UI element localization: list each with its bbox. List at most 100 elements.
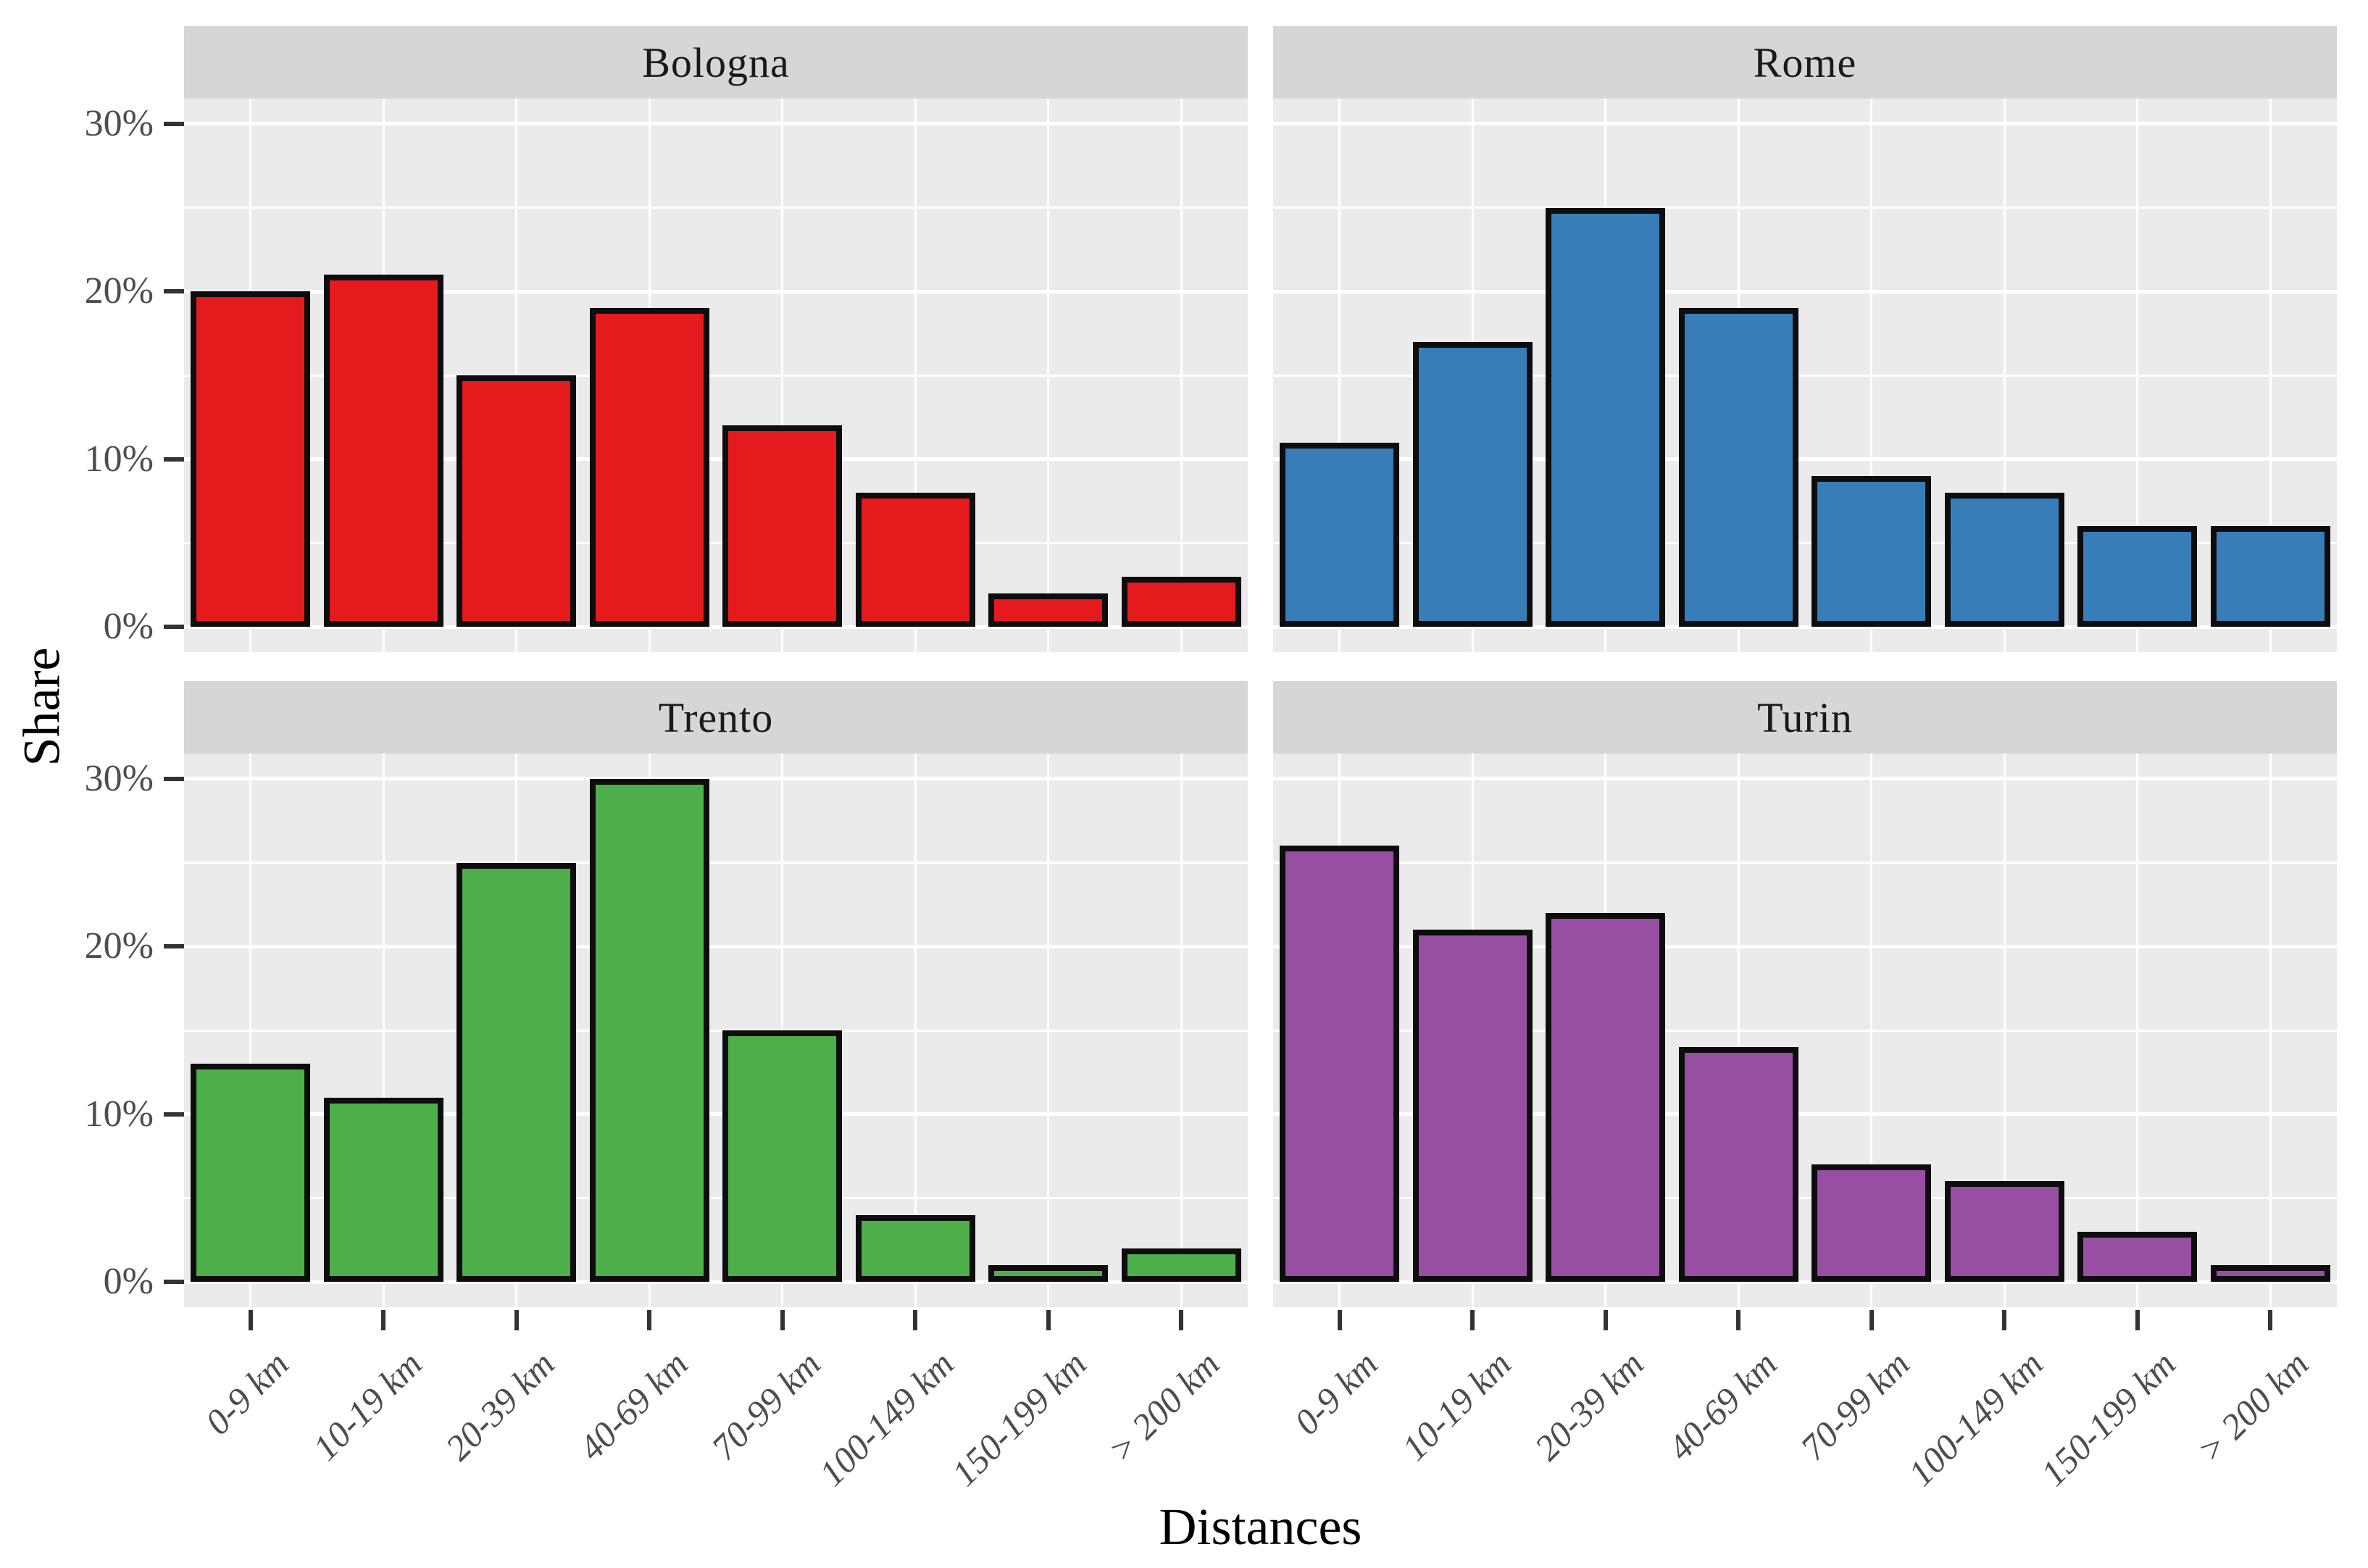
bar-trento-10-19 km	[323, 1097, 443, 1283]
y-axis-title: Share	[12, 647, 71, 767]
strip-label: Trento	[658, 693, 774, 741]
gridline-minor	[1273, 861, 2337, 864]
y-tick-label: 10%	[84, 1093, 154, 1135]
y-tick-mark	[164, 944, 184, 949]
facet-strip-trento: Trento	[184, 681, 1248, 754]
bar-turin-70-99 km	[1812, 1164, 1932, 1283]
x-tick-mark	[1179, 1310, 1184, 1330]
x-tick-label-text: > 200 km	[1100, 1343, 1227, 1471]
gridline-vertical	[1737, 754, 1740, 1307]
x-tick-label-text: 100-149 km	[811, 1343, 962, 1494]
x-tick-mark	[1869, 1310, 1874, 1330]
strip-label: Turin	[1757, 693, 1853, 741]
bar-rome-100-149 km	[1944, 493, 2064, 627]
x-tick-label-text: 150-199 km	[2033, 1343, 2184, 1494]
x-tick-label-text: 100-149 km	[1900, 1343, 2051, 1494]
bar-bologna-40-69 km	[589, 308, 709, 627]
gridline-vertical	[914, 99, 917, 652]
gridline-vertical	[2136, 99, 2139, 652]
gridline-vertical	[781, 99, 784, 652]
x-tick-label-text: 70-99 km	[704, 1343, 829, 1469]
x-tick-label-text: 20-39 km	[438, 1343, 563, 1469]
gridline-minor	[184, 1029, 1248, 1032]
bar-bologna-70-99 km	[722, 425, 843, 627]
gridline-vertical	[2269, 99, 2272, 652]
gridline-vertical	[1870, 99, 1873, 652]
bar-bologna-> 200 km	[1121, 576, 1241, 627]
y-tick-mark	[164, 776, 184, 781]
x-tick-label-text: 0-9 km	[1286, 1343, 1386, 1443]
strip-label: Rome	[1753, 38, 1857, 86]
bar-turin-150-199 km	[2077, 1231, 2198, 1283]
gridline-vertical	[1047, 99, 1050, 652]
x-tick-label-text: 40-69 km	[570, 1343, 696, 1469]
gridline-major	[1273, 777, 2337, 781]
x-tick-mark	[1470, 1310, 1475, 1330]
gridline-major	[1273, 1280, 2337, 1284]
y-tick-mark	[164, 1112, 184, 1117]
x-tick-mark	[2135, 1310, 2140, 1330]
x-tick-label-text: 10-19 km	[1393, 1343, 1519, 1469]
x-tick-mark	[1337, 1310, 1342, 1330]
bar-rome-10-19 km	[1412, 341, 1533, 627]
gridline-minor	[184, 206, 1248, 209]
bar-bologna-100-149 km	[855, 493, 975, 627]
y-tick-mark	[164, 121, 184, 126]
gridline-major	[184, 122, 1248, 126]
gridline-major	[184, 944, 1248, 948]
bar-rome-70-99 km	[1812, 475, 1932, 627]
gridline-vertical	[515, 99, 518, 652]
bar-rome-40-69 km	[1678, 308, 1798, 627]
gridline-minor	[184, 542, 1248, 544]
x-tick-mark	[2268, 1310, 2273, 1330]
gridline-vertical	[2136, 754, 2139, 1307]
bar-turin-0-9 km	[1280, 846, 1400, 1283]
gridline-minor	[184, 861, 1248, 864]
y-tick-label: 20%	[84, 270, 154, 312]
facet-strip-rome: Rome	[1273, 26, 2337, 99]
gridline-major	[1273, 289, 2337, 293]
x-tick-label-text: 10-19 km	[304, 1343, 430, 1469]
x-tick-mark	[913, 1310, 918, 1330]
gridline-major	[184, 457, 1248, 462]
gridline-vertical	[1180, 754, 1183, 1307]
gridline-major	[184, 625, 1248, 629]
gridline-minor	[1273, 374, 2337, 377]
y-tick-label: 30%	[84, 757, 154, 799]
bar-turin-> 200 km	[2210, 1265, 2330, 1283]
bar-bologna-10-19 km	[323, 275, 443, 627]
x-tick-mark	[780, 1310, 785, 1330]
panel-trento	[184, 754, 1248, 1307]
x-tick-mark	[248, 1310, 253, 1330]
y-tick-label: 30%	[84, 102, 154, 144]
gridline-minor	[184, 374, 1248, 377]
bar-bologna-150-199 km	[988, 593, 1109, 627]
gridline-major	[1273, 457, 2337, 462]
x-tick-label-text: 40-69 km	[1659, 1343, 1785, 1469]
gridline-vertical	[1047, 754, 1050, 1307]
bar-trento-70-99 km	[722, 1030, 843, 1283]
y-tick-label: 0%	[103, 1261, 154, 1303]
gridline-major	[1273, 944, 2337, 948]
gridline-major	[184, 1112, 1248, 1117]
gridline-major	[1273, 122, 2337, 126]
x-tick-mark	[1736, 1310, 1741, 1330]
strip-label: Bologna	[642, 38, 790, 86]
gridline-major	[184, 289, 1248, 293]
bar-trento-20-39 km	[456, 862, 577, 1283]
x-tick-label-text: > 200 km	[2189, 1343, 2317, 1471]
x-tick-label-text: 150-199 km	[943, 1343, 1095, 1494]
gridline-major	[184, 1280, 1248, 1284]
gridline-major	[1273, 625, 2337, 629]
bar-trento-150-199 km	[988, 1265, 1109, 1283]
bar-bologna-0-9 km	[191, 291, 311, 627]
bar-trento-0-9 km	[191, 1064, 311, 1283]
x-tick-label-text: 0-9 km	[197, 1343, 297, 1443]
gridline-minor	[1273, 206, 2337, 209]
y-tick-mark	[164, 289, 184, 294]
x-tick-mark	[647, 1310, 652, 1330]
x-tick-mark	[1046, 1310, 1051, 1330]
gridline-vertical	[781, 754, 784, 1307]
bar-trento-40-69 km	[589, 778, 709, 1283]
